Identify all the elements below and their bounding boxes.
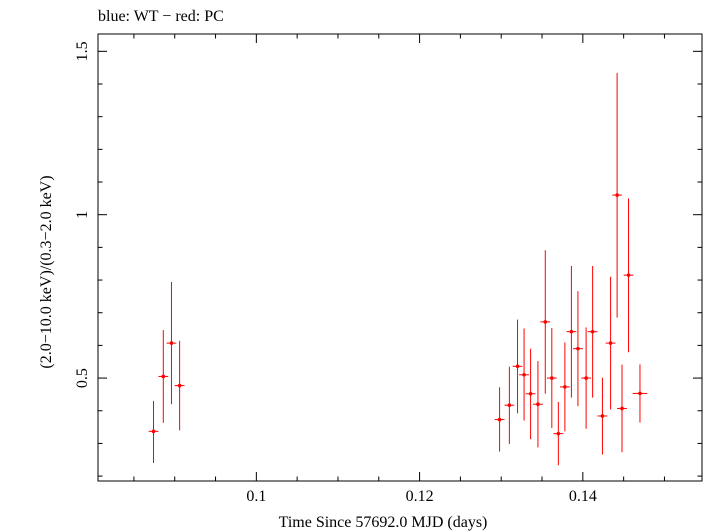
data-point xyxy=(158,330,169,423)
data-point xyxy=(546,328,557,429)
data-point xyxy=(632,364,648,423)
data-point xyxy=(504,366,515,445)
data-marker xyxy=(543,320,548,324)
data-point xyxy=(573,291,583,407)
data-marker xyxy=(177,383,182,388)
data-marker xyxy=(600,414,605,418)
data-marker xyxy=(563,385,567,389)
data-point xyxy=(519,328,529,421)
data-point xyxy=(148,400,159,464)
data-marker xyxy=(522,373,526,377)
data-marker xyxy=(569,329,574,334)
data-point xyxy=(605,276,616,410)
data-marker xyxy=(556,431,561,436)
data-point xyxy=(581,327,591,429)
data-marker xyxy=(497,417,502,422)
data-point xyxy=(612,72,623,318)
data-marker xyxy=(151,429,156,434)
x-tick-label: 0.1 xyxy=(246,488,266,505)
data-point xyxy=(166,282,177,405)
x-axis-label: Time Since 57692.0 MJD (days) xyxy=(279,514,488,531)
data-point xyxy=(587,265,598,398)
data-marker xyxy=(576,346,580,351)
data-series-pc xyxy=(148,72,648,466)
data-point xyxy=(566,265,577,398)
data-marker xyxy=(590,329,595,334)
y-axis-label: (2.0−10.0 keV)/(0.3−2.0 keV) xyxy=(38,175,55,368)
data-point xyxy=(525,348,536,440)
data-point xyxy=(494,387,505,452)
chart-title: blue: WT − red: PC xyxy=(98,8,224,25)
data-marker xyxy=(638,391,642,396)
data-marker xyxy=(161,374,166,379)
data-point xyxy=(617,364,627,453)
data-point xyxy=(174,340,185,431)
data-marker xyxy=(615,193,619,197)
data-marker xyxy=(528,391,533,396)
plot-frame xyxy=(97,33,703,482)
data-marker xyxy=(550,376,554,380)
data-marker xyxy=(608,341,613,345)
data-marker xyxy=(507,403,512,407)
data-marker xyxy=(626,273,631,277)
data-marker xyxy=(584,376,588,380)
data-point xyxy=(512,319,523,414)
data-point xyxy=(540,250,551,394)
y-tick-label: 1.5 xyxy=(74,41,91,61)
x-tick-label: 0.14 xyxy=(569,488,597,505)
data-marker xyxy=(536,402,540,407)
y-tick-label: 1 xyxy=(74,211,91,219)
y-axis-ticks: 0.5 1 1.5 xyxy=(74,41,702,477)
x-axis-ticks: 0.1 0.12 0.14 xyxy=(133,34,665,505)
data-point xyxy=(553,401,564,466)
data-marker xyxy=(169,341,174,345)
data-marker xyxy=(620,406,624,411)
data-point xyxy=(533,361,543,448)
data-point xyxy=(559,342,570,432)
data-marker xyxy=(515,364,520,369)
data-point xyxy=(597,377,608,455)
data-point xyxy=(623,198,634,353)
x-tick-label: 0.12 xyxy=(406,488,434,505)
y-tick-label: 0.5 xyxy=(74,368,91,388)
